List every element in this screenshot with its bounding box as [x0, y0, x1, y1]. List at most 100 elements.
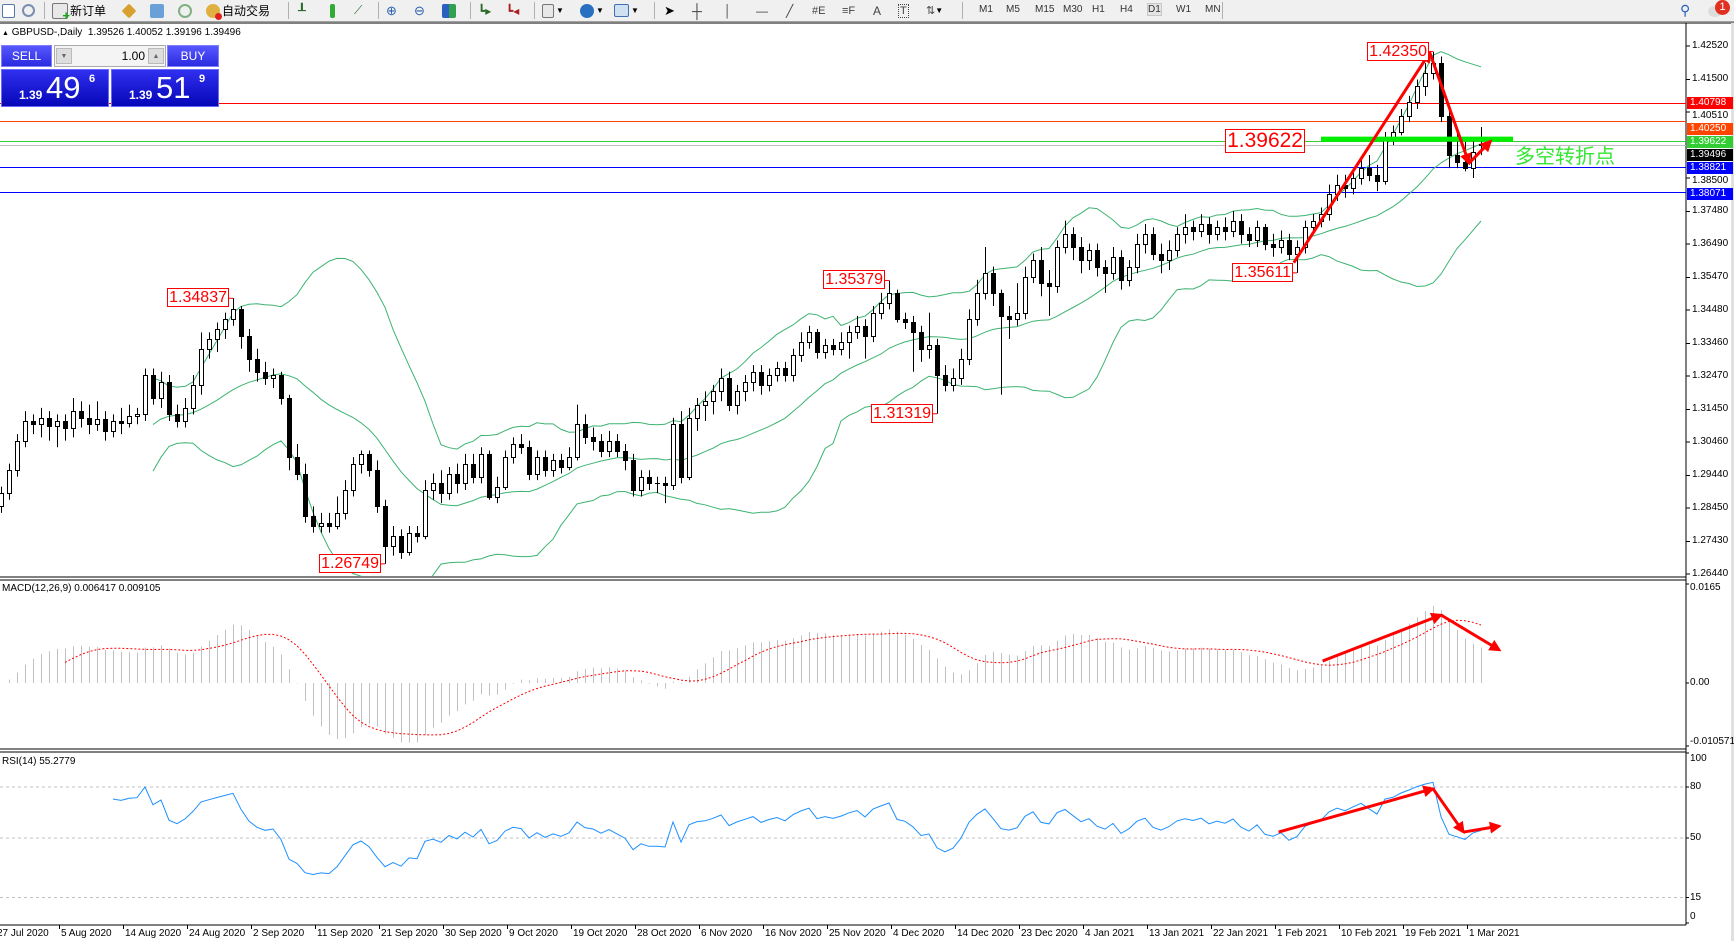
- candle-body: [447, 474, 452, 494]
- text-label-button[interactable]: T: [898, 2, 909, 19]
- auto-trading-button[interactable]: 自动交易: [206, 2, 270, 20]
- zoom-in-icon: ⊕: [386, 2, 397, 18]
- timeframe-h1[interactable]: H1: [1092, 4, 1105, 15]
- candle: [239, 306, 244, 349]
- buy-price-button[interactable]: 1.39 51 9: [111, 69, 219, 107]
- timeframe-m1[interactable]: M1: [979, 4, 993, 15]
- cursor-button[interactable]: ➤: [664, 2, 675, 19]
- candle-body: [1455, 155, 1460, 163]
- zoom-in-button[interactable]: ⊕: [386, 2, 397, 19]
- price-tick-label: 1.33460: [1692, 337, 1729, 349]
- timeframe-h4[interactable]: H4: [1120, 4, 1133, 15]
- price-tick-label: 1.28450: [1692, 502, 1729, 513]
- candle-body: [167, 382, 172, 415]
- auto-scroll-button[interactable]: ┗◂: [506, 2, 519, 19]
- price-annotation: 1.35611: [1232, 262, 1293, 282]
- zoom-window-button[interactable]: [22, 2, 37, 19]
- candle-body: [647, 477, 652, 484]
- search-button[interactable]: ⚲: [1680, 2, 1690, 19]
- chart-shift-button[interactable]: ┗▸: [478, 2, 491, 19]
- candle: [1151, 227, 1156, 261]
- candle: [799, 332, 804, 362]
- candle: [855, 315, 860, 339]
- candle: [39, 407, 44, 438]
- auto-trading-icon: [206, 3, 222, 20]
- date-label: 1 Feb 2021: [1277, 928, 1328, 939]
- timeframe-m30[interactable]: M30: [1063, 4, 1083, 15]
- new-chart-button[interactable]: [2, 2, 17, 19]
- fibonacci-button[interactable]: ≡F: [842, 2, 855, 19]
- line-chart-button[interactable]: ⟋: [354, 2, 362, 19]
- lot-size-value[interactable]: 1.00: [121, 49, 145, 63]
- candle-body: [599, 441, 604, 452]
- tile-windows-button[interactable]: [442, 2, 458, 19]
- candle: [983, 246, 988, 300]
- candle: [391, 526, 396, 556]
- text-icon: A: [873, 3, 882, 18]
- zoom-out-button[interactable]: ⊖: [414, 2, 425, 19]
- candle: [887, 280, 892, 310]
- candle-body: [695, 405, 700, 419]
- candle-body: [471, 464, 476, 478]
- candle-body: [287, 398, 292, 458]
- candle-body: [991, 273, 996, 294]
- timeframe-m5[interactable]: M5: [1006, 4, 1020, 15]
- candle: [399, 529, 404, 559]
- date-label: 28 Oct 2020: [637, 928, 692, 939]
- candle-body: [1079, 247, 1084, 261]
- text-button[interactable]: A: [873, 2, 881, 19]
- candle: [135, 407, 140, 425]
- candle-body: [495, 487, 500, 498]
- candle: [1047, 269, 1052, 316]
- navigator-button[interactable]: [150, 2, 166, 19]
- date-label: 1 Mar 2021: [1469, 928, 1520, 939]
- candlestick-button[interactable]: [326, 2, 337, 19]
- timeframe-mn[interactable]: MN: [1205, 4, 1221, 15]
- timeframe-d1[interactable]: D1: [1147, 3, 1162, 16]
- candle-body: [63, 421, 68, 429]
- bar-chart-button[interactable]: ┸: [298, 2, 306, 19]
- collapse-triangle-icon[interactable]: ▲: [2, 30, 9, 37]
- indicators-button[interactable]: ▼: [542, 2, 564, 19]
- candle: [775, 361, 780, 382]
- periods-button[interactable]: ▼: [580, 2, 604, 19]
- sell-price-button[interactable]: 1.39 49 6: [1, 69, 109, 107]
- equidistant-channel-button[interactable]: #E: [812, 2, 825, 19]
- timeframe-w1[interactable]: W1: [1176, 4, 1191, 15]
- candle: [151, 368, 156, 405]
- templates-button[interactable]: ▼: [614, 2, 639, 19]
- candle-body: [1479, 144, 1484, 146]
- lot-decrease-button[interactable]: ▼: [56, 48, 72, 64]
- date-label: 24 Aug 2020: [189, 928, 246, 939]
- candle: [1031, 253, 1036, 284]
- new-order-icon: +: [52, 2, 70, 22]
- candle-body: [1375, 175, 1380, 182]
- horizontal-line-button[interactable]: —: [756, 2, 768, 19]
- signal-button[interactable]: [178, 2, 194, 19]
- crosshair-button[interactable]: ┼: [692, 2, 702, 19]
- vertical-line-button[interactable]: │: [724, 2, 732, 19]
- candle-body: [1303, 227, 1308, 248]
- candle-body: [1103, 267, 1108, 274]
- candle: [503, 450, 508, 490]
- lot-increase-button[interactable]: ▲: [148, 48, 164, 64]
- buy-button[interactable]: BUY: [167, 45, 219, 67]
- candle-body: [135, 414, 140, 417]
- trendline-button[interactable]: ╱: [786, 2, 793, 19]
- timeframe-m15[interactable]: M15: [1035, 4, 1055, 15]
- new-order-button[interactable]: + 新订单: [52, 2, 106, 22]
- candle-body: [807, 332, 812, 343]
- lot-size-field[interactable]: ▼ 1.00 ▲: [54, 45, 166, 67]
- candle: [543, 450, 548, 477]
- candle: [599, 434, 604, 458]
- arrows-button[interactable]: ⇅ ▼: [926, 5, 944, 17]
- notifications-button[interactable]: 1: [1708, 0, 1730, 17]
- price-tick-label: 1.38500: [1692, 174, 1729, 186]
- candle-body: [543, 457, 548, 471]
- candle-body: [87, 418, 92, 425]
- candle: [1287, 233, 1292, 261]
- rsi-tick-label: 15: [1690, 891, 1702, 903]
- candle-body: [1279, 240, 1284, 248]
- sell-button[interactable]: SELL: [1, 45, 52, 67]
